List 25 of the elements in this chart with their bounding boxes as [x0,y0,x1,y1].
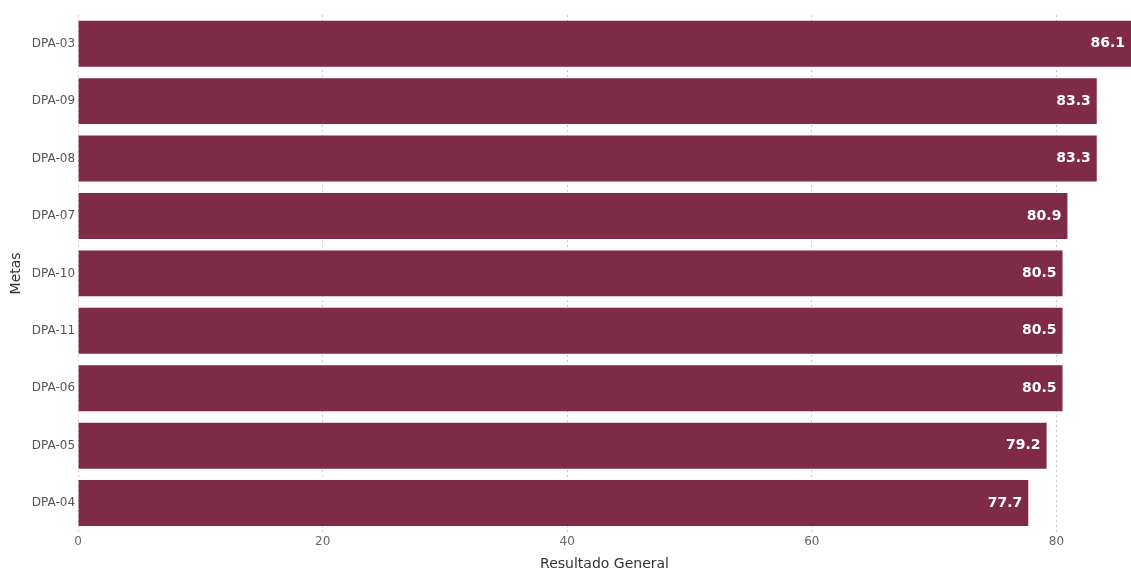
data-label: 79.2 [1006,436,1041,453]
data-label: 77.7 [987,493,1023,510]
y-axis-title: Metas [7,252,24,295]
y-tick-label: DPA-09 [31,93,76,108]
y-tick-label: DPA-04 [31,495,76,510]
y-tick-label: DPA-10 [31,265,76,280]
y-tick-label: DPA-07 [31,208,76,223]
data-label: 80.9 [1026,206,1062,223]
data-label: 80.5 [1021,321,1057,338]
data-label: 80.5 [1021,264,1057,281]
y-tick-label: DPA-05 [31,437,76,452]
x-tick-label: 0 [74,534,82,549]
y-tick-label: DPA-03 [31,35,76,50]
data-label: 80.5 [1021,378,1057,395]
x-axis-title: Resultado General [540,555,669,572]
x-tick-label: 60 [804,534,820,549]
y-tick-label: DPA-06 [31,380,76,395]
x-tick-label: 20 [315,534,331,549]
x-tick-label: 40 [559,534,575,549]
y-tick-label: DPA-11 [31,322,76,337]
y-tick-label: DPA-08 [31,150,76,165]
data-label: 83.3 [1056,91,1091,108]
data-label: 86.1 [1090,34,1125,51]
x-tick-label: 80 [1048,534,1065,549]
data-label: 83.3 [1056,149,1091,166]
